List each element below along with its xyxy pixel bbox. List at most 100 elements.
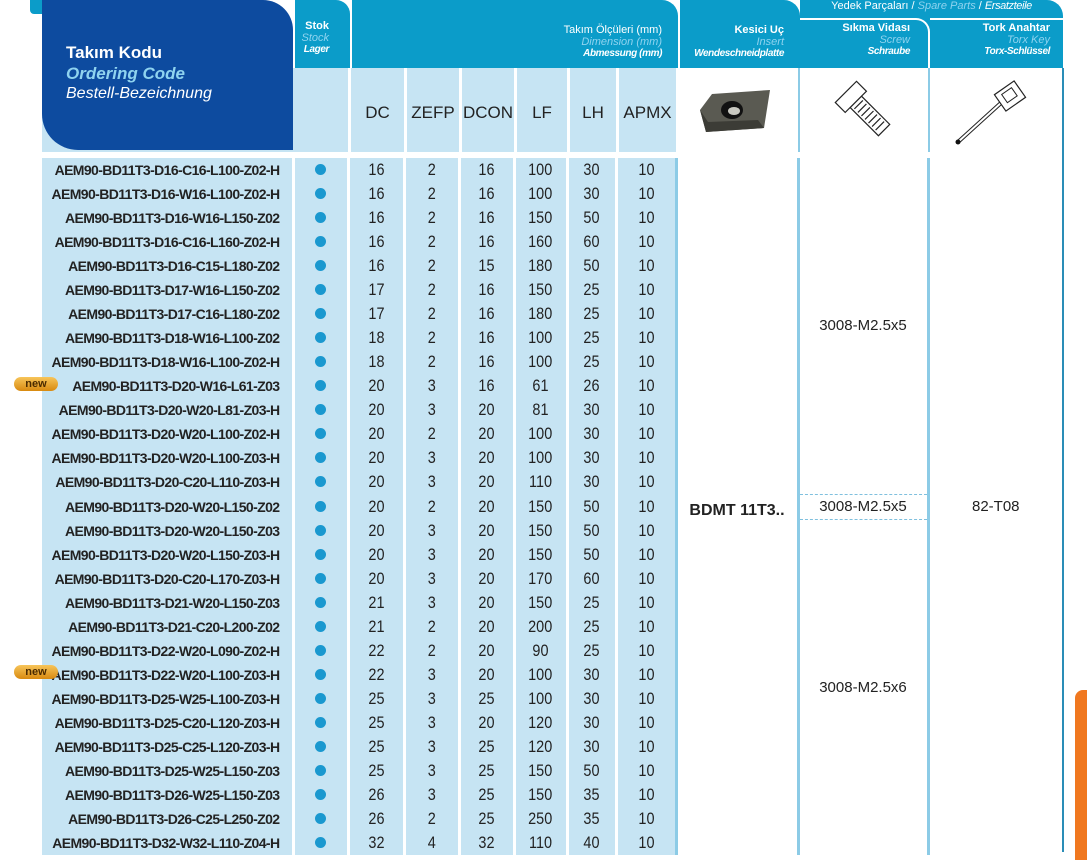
cell-dc: 20 — [346, 446, 404, 470]
ordering-code: AEM90-BD11T3-D16-C15-L180-Z02 — [42, 254, 293, 278]
cell-lf: 120 — [512, 711, 567, 735]
cell-lf: 120 — [512, 735, 567, 759]
table-row: AEM90-BD11T3-D25-C20-L120-Z03-H 25 3 20 120 3… — [42, 711, 1062, 735]
screw-en: Screw — [879, 34, 910, 46]
cell-apmx: 10 — [614, 735, 676, 759]
cell-lh: 30 — [565, 446, 616, 470]
spare-parts-en: Spare Parts — [917, 0, 976, 12]
in-stock-dot-icon — [315, 404, 326, 415]
cell-zefp: 3 — [402, 543, 459, 567]
in-stock-dot-icon — [315, 476, 326, 487]
ordering-code: AEM90-BD11T3-D16-C16-L100-Z02-H — [42, 158, 293, 182]
cell-zefp: 3 — [402, 687, 459, 711]
cell-lh: 40 — [565, 831, 616, 855]
cell-lh: 25 — [565, 615, 616, 639]
in-stock-dot-icon — [315, 525, 326, 536]
cell-zefp: 3 — [402, 759, 459, 783]
cell-dcon: 20 — [457, 494, 514, 519]
cell-apmx: 10 — [614, 687, 676, 711]
table-row: AEM90-BD11T3-D16-C15-L180-Z02 16 2 15 180 50 1… — [42, 254, 1062, 278]
spare-parts-tr: Yedek Parçaları — [831, 0, 909, 12]
cell-dc: 20 — [346, 470, 404, 494]
cell-dc: 26 — [346, 783, 404, 807]
cell-lf: 100 — [512, 687, 567, 711]
in-stock-dot-icon — [315, 573, 326, 584]
cell-dcon: 20 — [457, 615, 514, 639]
table-row: AEM90-BD11T3-D20-W20-L150-Z03 20 3 20 150 50 1… — [42, 519, 1062, 855]
ordering-code: AEM90-BD11T3-D16-C16-L160-Z02-H — [42, 230, 293, 254]
in-stock-dot-icon — [315, 332, 326, 343]
stock-cell — [291, 711, 348, 735]
cell-dcon: 32 — [457, 831, 514, 855]
cell-lh: 30 — [565, 735, 616, 759]
stock-en: Stock — [301, 32, 329, 44]
code-en: Ordering Code — [66, 64, 186, 83]
in-stock-dot-icon — [315, 188, 326, 199]
cell-zefp: 3 — [402, 663, 459, 687]
cell-lh: 30 — [565, 422, 616, 446]
cell-apmx: 10 — [614, 567, 676, 591]
table-row: AEM90-BD11T3-D25-W25-L150-Z03 25 3 25 150 50 1… — [42, 759, 1062, 783]
ordering-code: AEM90-BD11T3-D18-W16-L100-Z02 — [42, 326, 293, 350]
cell-apmx: 10 — [614, 711, 676, 735]
column-header-lf: LF — [514, 68, 567, 152]
cell-lf: 110 — [512, 470, 567, 494]
cell-lf: 150 — [512, 519, 567, 543]
table-row: AEM90-BD11T3-D20-W20-L150-Z02 20 2 20 150 50 1… — [42, 493, 1062, 520]
cell-lf: 150 — [512, 591, 567, 615]
cell-zefp: 3 — [402, 374, 459, 398]
cell-apmx: 10 — [614, 470, 676, 494]
insert-tr: Kesici Uç — [734, 24, 784, 36]
cell-zefp: 2 — [402, 350, 459, 374]
cell-dcon: 16 — [457, 374, 514, 398]
table-row: AEM90-BD11T3-D25-C25-L120-Z03-H 25 3 25 120 3… — [42, 735, 1062, 759]
stock-cell — [291, 567, 348, 591]
stock-cell — [291, 398, 348, 422]
in-stock-dot-icon — [315, 669, 326, 680]
side-tab[interactable] — [1075, 690, 1087, 860]
key-de: Torx-Schlüssel — [984, 46, 1050, 57]
ordering-code: AEM90-BD11T3-D20-W16-L61-Z03 — [42, 374, 293, 398]
table-row: AEM90-BD11T3-D32-W32-L110-Z04-H 32 4 32 110 4… — [42, 831, 1062, 855]
cell-lf: 110 — [512, 831, 567, 855]
stock-cell — [291, 470, 348, 494]
key-en: Torx Key — [1006, 34, 1050, 46]
cell-lf: 81 — [512, 398, 567, 422]
cell-lf: 100 — [512, 422, 567, 446]
new-badge: new — [14, 665, 58, 679]
cell-dc: 18 — [346, 350, 404, 374]
cell-lf: 90 — [512, 639, 567, 663]
cell-dcon: 20 — [457, 543, 514, 567]
code-tr: Takım Kodu — [66, 43, 163, 62]
cell-apmx: 10 — [614, 783, 676, 807]
cell-dc: 22 — [346, 639, 404, 663]
cell-zefp: 2 — [402, 230, 459, 254]
stock-cell — [291, 350, 348, 374]
column-header-dc: DC — [348, 68, 404, 152]
table-row: AEM90-BD11T3-D20-W16-L61-Z03 20 3 16 61 26 10 — [42, 374, 1062, 398]
cell-dcon: 20 — [457, 422, 514, 446]
table-row: AEM90-BD11T3-D20-C20-L110-Z03-H 20 3 20 110 3… — [42, 470, 1062, 494]
cell-dcon: 15 — [457, 254, 514, 278]
cell-apmx: 10 — [614, 254, 676, 278]
cell-zefp: 2 — [402, 615, 459, 639]
dimensions-en: Dimension (mm) — [581, 36, 662, 48]
stock-cell — [291, 302, 348, 326]
insert-de: Wendeschneidplatte — [694, 48, 784, 59]
cell-apmx: 10 — [614, 158, 676, 182]
cell-lf: 150 — [512, 206, 567, 230]
cell-lh: 50 — [565, 206, 616, 230]
cell-lh: 30 — [565, 398, 616, 422]
cell-lh: 35 — [565, 783, 616, 807]
cell-lh: 25 — [565, 639, 616, 663]
cell-zefp: 2 — [402, 326, 459, 350]
cell-lh: 50 — [565, 543, 616, 567]
ordering-code: AEM90-BD11T3-D25-W25-L150-Z03 — [42, 759, 293, 783]
table-row: AEM90-BD11T3-D26-W25-L150-Z03 26 3 25 150 35 1… — [42, 783, 1062, 807]
in-stock-dot-icon — [315, 500, 326, 512]
table-row: AEM90-BD11T3-D16-C16-L160-Z02-H 16 2 16 160 6… — [42, 230, 1062, 254]
product-table: AEM90-BD11T3-D16-C16-L100-Z02-H 16 2 16 100 3… — [42, 152, 1062, 855]
cell-zefp: 3 — [402, 783, 459, 807]
cell-apmx: 10 — [614, 206, 676, 230]
cell-lh: 25 — [565, 302, 616, 326]
